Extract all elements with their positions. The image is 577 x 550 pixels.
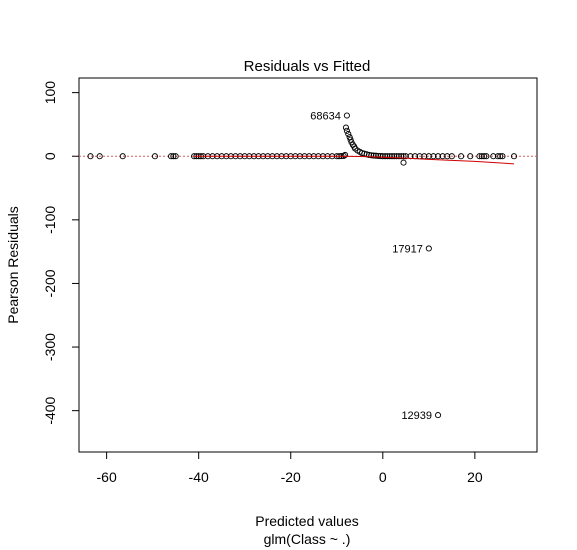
data-points <box>88 113 517 418</box>
x-tick-label: -60 <box>97 469 117 485</box>
chart-title: Residuals vs Fitted <box>244 58 371 75</box>
data-point <box>435 413 440 418</box>
y-tick-label: 0 <box>42 152 58 160</box>
x-tick-label: -20 <box>281 469 301 485</box>
data-point <box>426 246 431 251</box>
data-point <box>346 131 351 136</box>
y-tick-label: -300 <box>42 333 58 361</box>
x-axis-label: Predicted values <box>255 513 359 529</box>
plot-frame <box>79 78 537 452</box>
data-point <box>343 125 348 130</box>
point-label: 17917 <box>392 243 423 255</box>
y-tick-label: -400 <box>42 396 58 424</box>
x-tick-label: -40 <box>189 469 209 485</box>
y-axis: 100 0 -100 -200 -300 -400 <box>42 81 79 425</box>
data-point <box>344 113 349 118</box>
data-point <box>401 160 406 165</box>
y-tick-label: -200 <box>42 269 58 297</box>
x-tick-label: 20 <box>467 469 483 485</box>
y-tick-label: -100 <box>42 206 58 234</box>
y-tick-label: 100 <box>42 81 58 105</box>
x-axis: -60 -40 -20 0 20 <box>97 452 483 485</box>
point-label: 12939 <box>401 410 432 422</box>
y-axis-label: Pearson Residuals <box>5 206 21 324</box>
x-tick-label: 0 <box>379 469 387 485</box>
point-label: 68634 <box>310 111 341 123</box>
data-point <box>344 128 349 133</box>
x-axis-sublabel: glm(Class ~ .) <box>264 531 351 547</box>
